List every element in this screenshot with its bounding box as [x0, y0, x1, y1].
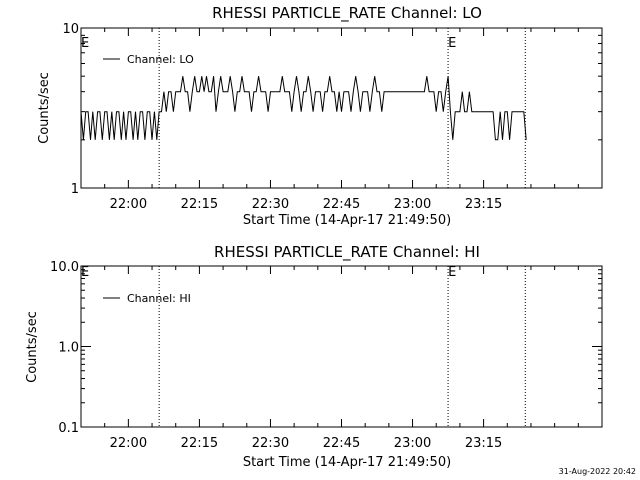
x-tick-label: 23:00 [394, 197, 431, 212]
x-tick-label: 22:45 [323, 197, 360, 212]
panel-lo-legend: Channel: LO [103, 53, 194, 66]
panel-hi-x-ticks: 22:00 22:15 22:30 22:45 23:00 23:15 [80, 266, 603, 451]
x-tick-label: 23:00 [394, 436, 431, 451]
y-tick-label: 10.0 [50, 260, 79, 275]
panel-hi-legend: Channel: HI [103, 292, 191, 305]
panel-hi-left-edge-label: E [81, 265, 89, 280]
panel-hi-x-label: Start Time (14-Apr-17 21:49:50) [243, 455, 451, 470]
panel-lo-event-markers: E [158, 28, 526, 188]
x-tick-label: 22:30 [252, 197, 289, 212]
panel-lo-series [80, 76, 527, 141]
y-tick-label: 1.0 [58, 341, 79, 356]
x-tick-label: 22:30 [252, 436, 289, 451]
x-tick-label: 22:15 [181, 197, 218, 212]
panel-hi-y-ticks: 0.1 1.0 10.0 [50, 260, 602, 436]
panel-lo-y-ticks: 1 10 [62, 22, 602, 197]
panel-lo-x-label: Start Time (14-Apr-17 21:49:50) [243, 213, 451, 228]
panel-lo-x-ticks: 22:00 22:15 22:30 22:45 23:00 23:15 [80, 28, 603, 212]
x-tick-label: 22:00 [110, 436, 147, 451]
x-tick-label: 23:15 [465, 197, 502, 212]
event-marker-label: E [448, 36, 456, 51]
panel-lo-left-edge-label: E [81, 36, 89, 51]
panel-lo-y-label: Counts/sec [37, 72, 52, 144]
panel-lo: RHESSI PARTICLE_RATE Channel: LO 22:00 22… [37, 4, 603, 228]
y-tick-label: 10 [62, 22, 79, 37]
panel-hi-title: RHESSI PARTICLE_RATE Channel: HI [214, 243, 480, 262]
x-tick-label: 22:45 [323, 436, 360, 451]
panel-lo-title: RHESSI PARTICLE_RATE Channel: LO [212, 4, 482, 23]
legend-label-lo: Channel: LO [127, 53, 194, 66]
series-line [80, 76, 527, 141]
y-tick-label: 0.1 [58, 421, 79, 436]
panel-hi-event-markers: E [158, 265, 526, 427]
legend-label-hi: Channel: HI [127, 292, 191, 305]
x-tick-label: 23:15 [465, 436, 502, 451]
x-tick-label: 22:00 [110, 197, 147, 212]
y-tick-label: 1 [71, 182, 79, 197]
footer-timestamp: 31-Aug-2022 20:42 [559, 467, 636, 476]
panel-hi-y-label: Counts/sec [25, 311, 40, 383]
panel-hi: RHESSI PARTICLE_RATE Channel: HI 22:00 22… [25, 243, 603, 470]
x-tick-label: 22:15 [181, 436, 218, 451]
event-marker-label: E [448, 265, 456, 280]
